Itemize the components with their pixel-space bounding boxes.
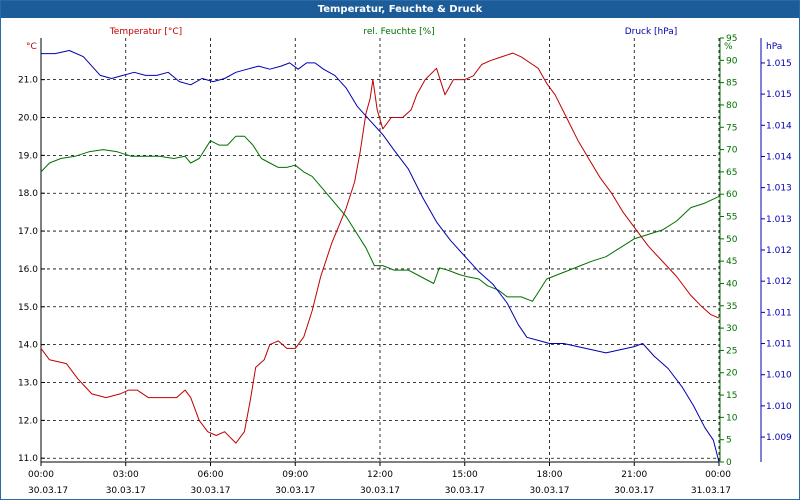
temp-tick-label: 18.0 (18, 189, 38, 199)
pressure-tick-label: 1.015 (766, 59, 792, 69)
temp-axis-label: Temperatur [°C] (109, 27, 182, 37)
series-line-temp (40, 52, 720, 444)
pressure-tick-label: 1.012 (766, 246, 792, 256)
humidity-tick-label: 50 (726, 235, 738, 245)
temp-tick-label: 17.0 (18, 227, 38, 237)
x-tick-date: 30.03.17 (275, 486, 315, 496)
x-tick-time: 15:00 (452, 470, 478, 480)
temp-unit-label: °C (26, 42, 37, 52)
pressure-tick-label: 1.010 (766, 371, 792, 381)
x-tick-date: 30.03.17 (106, 486, 146, 496)
humidity-tick-label: 10 (726, 413, 738, 423)
humidity-tick-label: 65 (726, 168, 737, 178)
humidity-tick-label: 40 (726, 279, 738, 289)
humidity-tick-label: 55 (726, 213, 737, 223)
chart-title: Temperatur, Feuchte & Druck (1, 1, 799, 18)
temp-tick-label: 14.0 (18, 341, 38, 351)
x-tick-date: 30.03.17 (445, 486, 485, 496)
temp-tick-label: 12.0 (18, 416, 38, 426)
temp-tick-label: 19.0 (18, 151, 38, 161)
temp-tick-label: 13.0 (18, 379, 38, 389)
pressure-tick-label: 1.013 (766, 215, 792, 225)
temp-tick-label: 16.0 (18, 265, 38, 275)
humidity-tick-label: 80 (726, 101, 738, 111)
x-tick-date: 30.03.17 (614, 486, 654, 496)
humidity-tick-label: 20 (726, 369, 738, 379)
humidity-tick-label: 60 (726, 190, 738, 200)
x-tick-time: 06:00 (198, 470, 224, 480)
pressure-tick-label: 1.012 (766, 277, 792, 287)
humidity-tick-label: 45 (726, 257, 737, 267)
pressure-tick-label: 1.009 (766, 433, 792, 443)
humidity-tick-label: 35 (726, 302, 737, 312)
series-line-pressure (41, 50, 720, 463)
x-tick-time: 21:00 (621, 470, 647, 480)
x-tick-time: 00:00 (28, 470, 54, 480)
x-tick-time: 00:00 (705, 470, 731, 480)
pressure-tick-label: 1.014 (766, 152, 792, 162)
x-tick-date: 30.03.17 (529, 486, 569, 496)
humidity-tick-label: 85 (726, 79, 737, 89)
x-tick-time: 12:00 (367, 470, 393, 480)
humidity-tick-label: 0 (726, 458, 732, 468)
humidity-unit-label: % (724, 42, 733, 52)
temp-tick-label: 15.0 (18, 303, 38, 313)
pressure-tick-label: 1.011 (766, 308, 792, 318)
x-tick-date: 30.03.17 (190, 486, 230, 496)
x-tick-date: 31.03.17 (691, 486, 731, 496)
humidity-tick-label: 5 (726, 436, 732, 446)
x-tick-time: 09:00 (282, 470, 308, 480)
pressure-tick-label: 1.014 (766, 121, 792, 131)
humidity-tick-label: 25 (726, 346, 737, 356)
pressure-unit-label: hPa (766, 42, 782, 52)
humidity-tick-label: 90 (726, 56, 738, 66)
pressure-tick-label: 1.011 (766, 340, 792, 350)
temp-tick-label: 20.0 (18, 114, 38, 124)
x-tick-date: 30.03.17 (360, 486, 400, 496)
humidity-tick-label: 70 (726, 146, 738, 156)
pressure-tick-label: 1.013 (766, 184, 792, 194)
x-tick-date: 30.03.17 (28, 486, 68, 496)
humidity-tick-label: 75 (726, 123, 737, 133)
x-tick-time: 03:00 (113, 470, 139, 480)
humidity-axis-label: rel. Feuchte [%] (363, 27, 434, 37)
series-line-humidity (40, 135, 720, 302)
humidity-tick-label: 15 (726, 391, 737, 401)
humidity-tick-label: 30 (726, 324, 738, 334)
temp-tick-label: 21.0 (18, 76, 38, 86)
humidity-tick-label: 95 (726, 34, 737, 44)
x-tick-time: 18:00 (537, 470, 563, 480)
temp-tick-label: 11.0 (18, 454, 38, 464)
pressure-axis-label: Druck [hPa] (625, 27, 678, 37)
pressure-tick-label: 1.015 (766, 90, 792, 100)
pressure-tick-label: 1.010 (766, 402, 792, 412)
